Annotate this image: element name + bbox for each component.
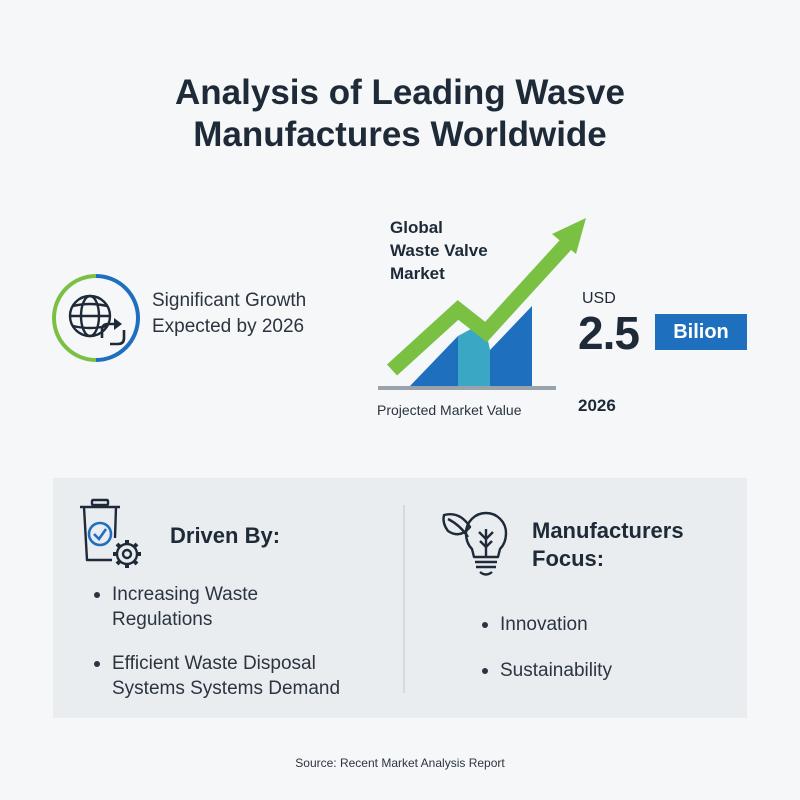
page-title: Analysis of Leading Wasve Manufactures W… xyxy=(0,72,800,156)
growth-statement: Significant Growth Expected by 2026 xyxy=(152,288,306,340)
driver-1-line-1: Increasing Waste xyxy=(112,584,259,605)
driver-1-line-2: Regulations xyxy=(112,609,213,630)
driver-2-line-2: Systems Systems Demand xyxy=(112,678,341,699)
focus-list: Innovation Sustainability xyxy=(480,612,720,704)
currency-label: USD xyxy=(582,290,616,307)
chart-title-line-1: Global xyxy=(390,218,443,237)
driver-2-line-1: Efficient Waste Disposal xyxy=(112,653,316,674)
list-item: Increasing Waste Regulations xyxy=(92,582,382,632)
drivers-heading: Driven By: xyxy=(170,523,281,548)
growth-line-1: Significant Growth xyxy=(152,290,307,311)
title-line-2: Manufactures Worldwide xyxy=(193,115,607,154)
source-note: Source: Recent Market Analysis Report xyxy=(295,756,505,770)
chart-title-line-2: Waste Valve xyxy=(390,241,488,260)
unit-badge: Bilion xyxy=(655,314,747,350)
market-value: 2.5 xyxy=(578,307,640,359)
panel-divider xyxy=(403,505,405,693)
drivers-list: Increasing Waste Regulations Efficient W… xyxy=(92,582,382,720)
info-panel xyxy=(53,478,747,718)
chart-title-line-3: Market xyxy=(390,264,445,283)
focus-heading: Manufacturers Focus: xyxy=(532,517,684,573)
chart-caption: Projected Market Value xyxy=(377,402,522,418)
focus-heading-line-1: Manufacturers xyxy=(532,518,684,543)
leaf-lightbulb-icon xyxy=(442,511,508,576)
globe-recycle-icon xyxy=(52,274,140,362)
list-item: Efficient Waste Disposal Systems Systems… xyxy=(92,651,382,701)
title-line-1: Analysis of Leading Wasve xyxy=(175,73,625,112)
recycle-bin-gear-icon xyxy=(80,498,141,568)
year-label: 2026 xyxy=(578,396,616,415)
focus-heading-line-2: Focus: xyxy=(532,546,605,571)
list-item: Innovation xyxy=(480,612,720,637)
growth-line-2: Expected by 2026 xyxy=(152,316,305,337)
chart-title: Global Waste Valve Market xyxy=(390,216,488,285)
rising-arrow-bar-chart-icon xyxy=(378,218,586,390)
list-item: Sustainability xyxy=(480,658,720,683)
